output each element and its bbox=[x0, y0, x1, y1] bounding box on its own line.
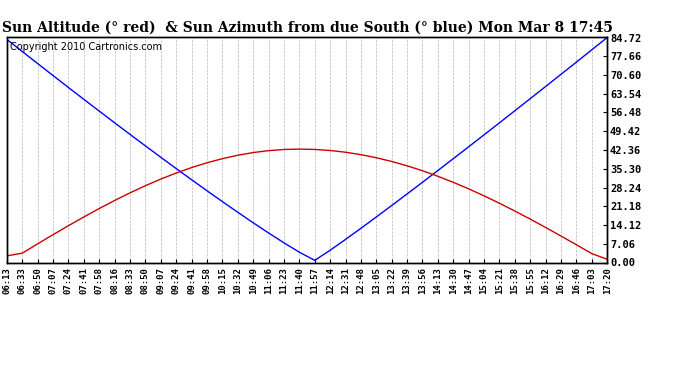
Text: Copyright 2010 Cartronics.com: Copyright 2010 Cartronics.com bbox=[10, 42, 162, 52]
Title: Sun Altitude (° red)  & Sun Azimuth from due South (° blue) Mon Mar 8 17:45: Sun Altitude (° red) & Sun Azimuth from … bbox=[1, 21, 613, 35]
